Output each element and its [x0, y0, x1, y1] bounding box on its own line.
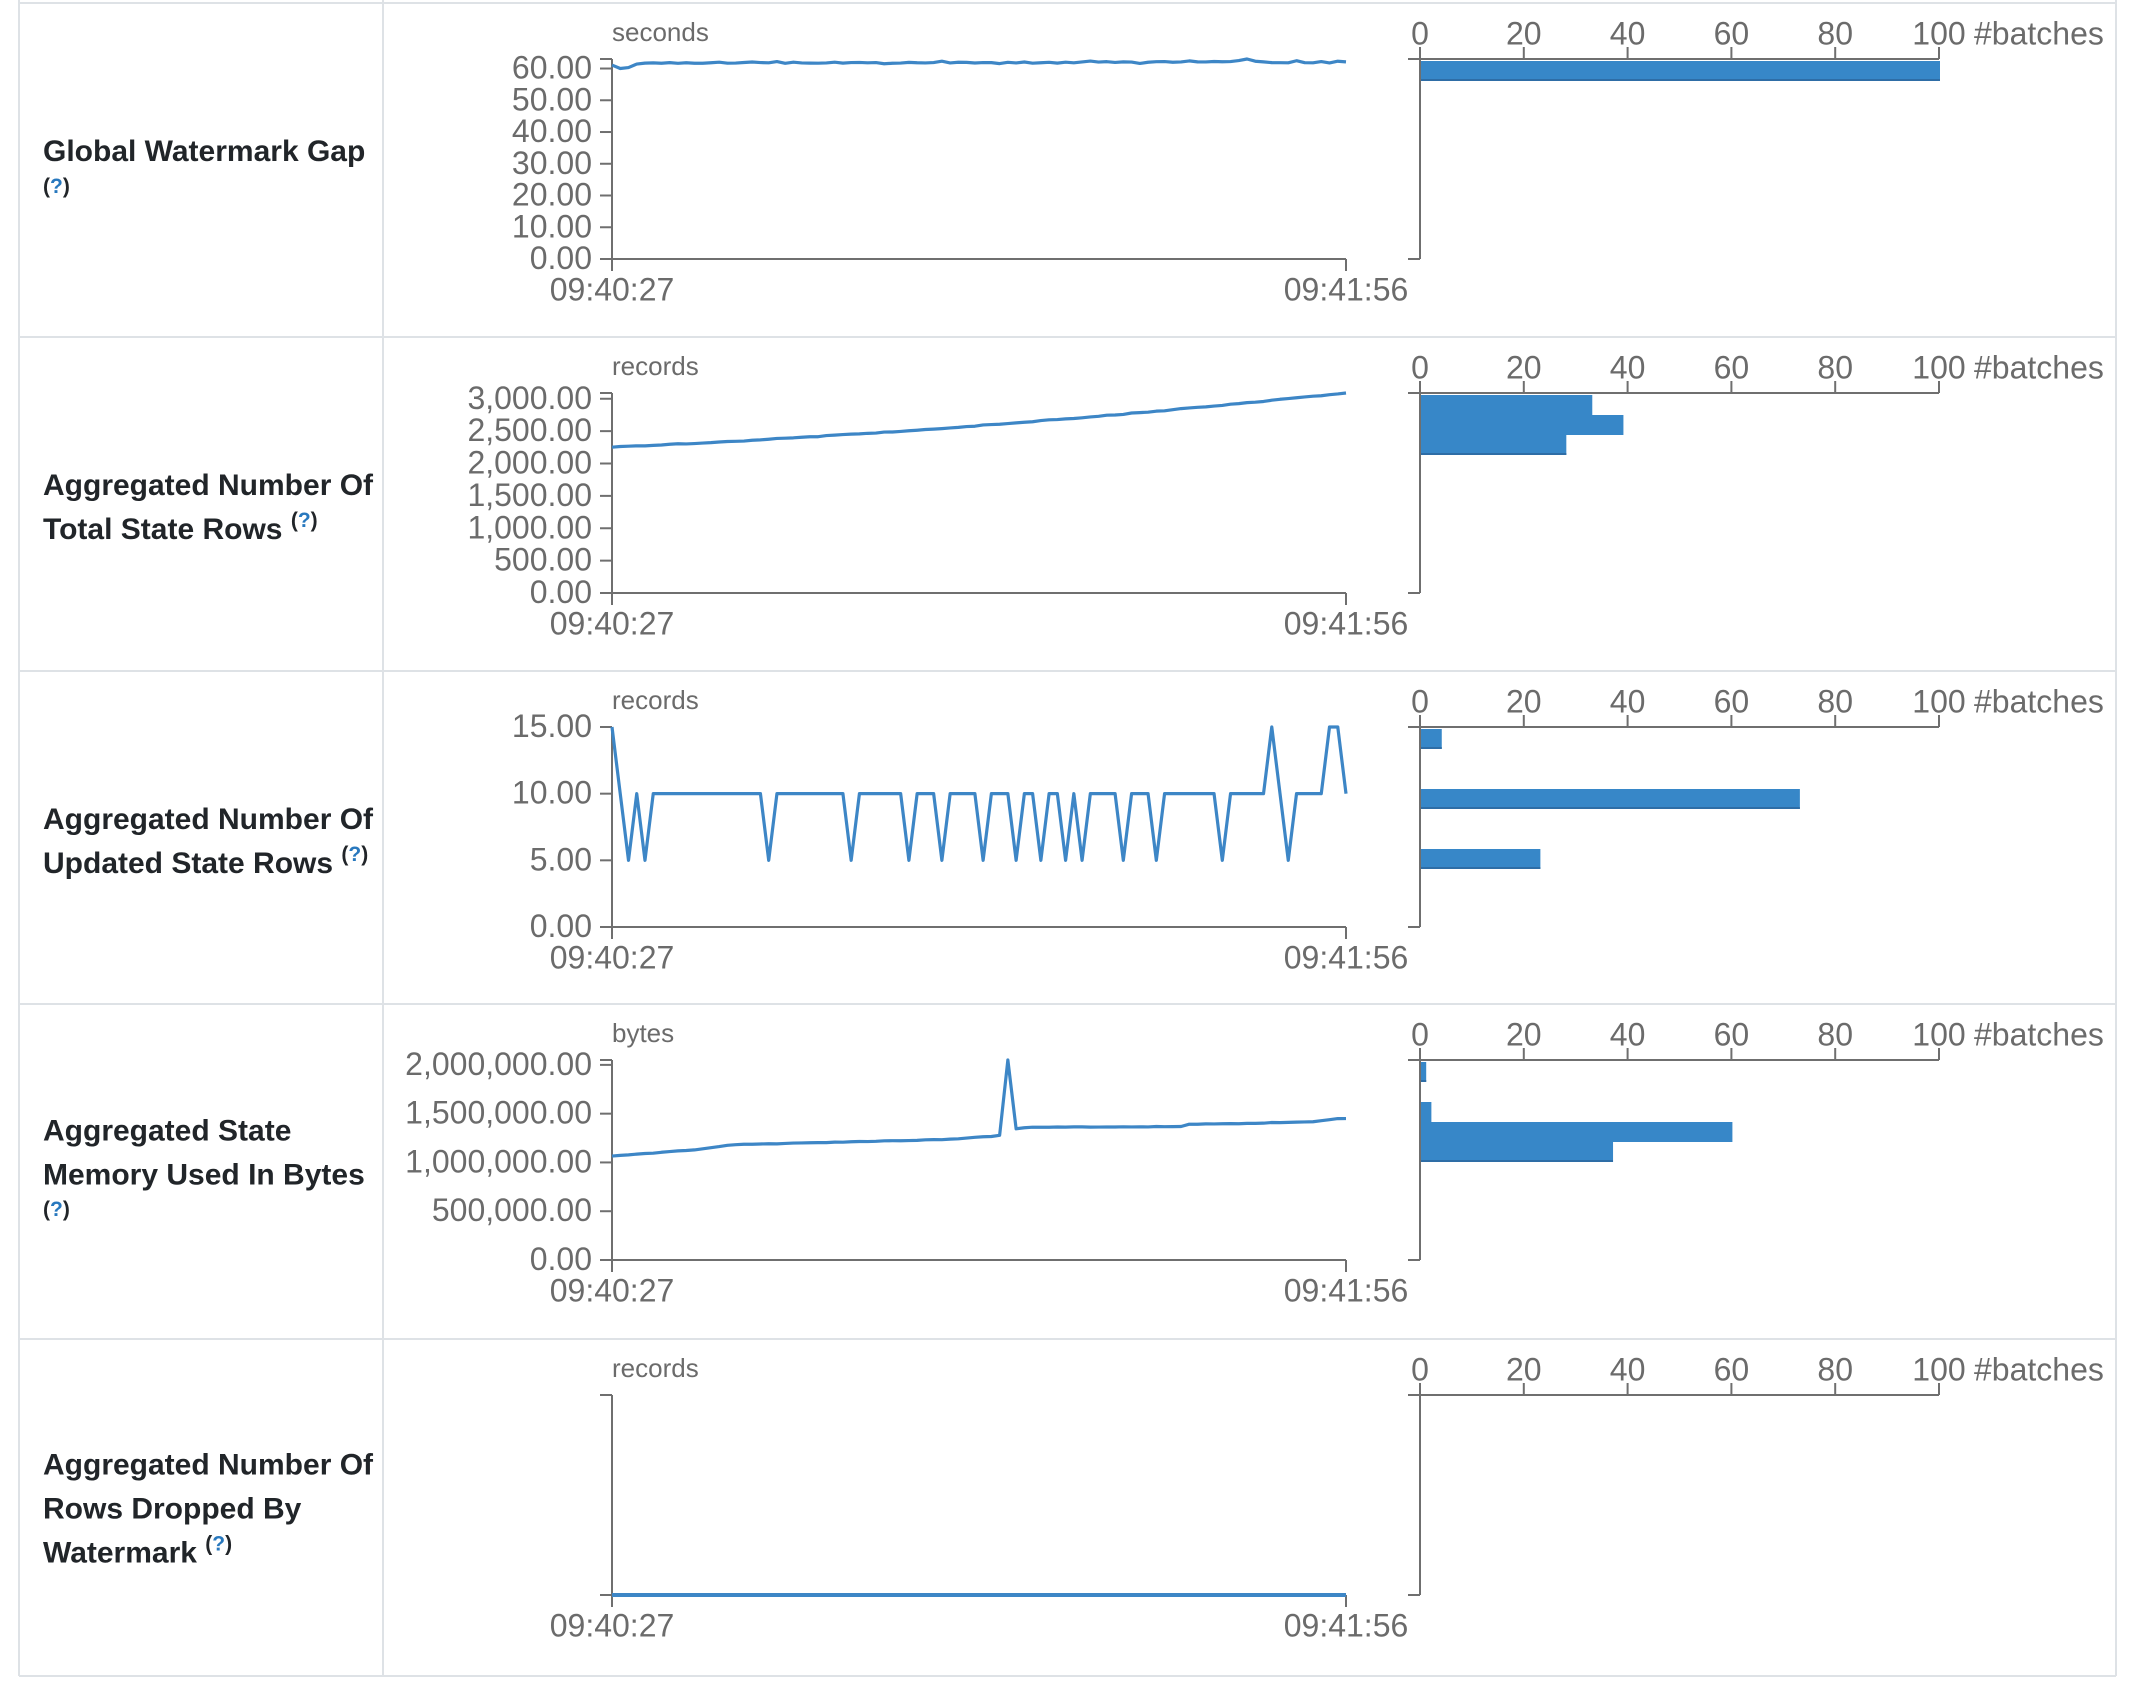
svg-text:0.00: 0.00	[530, 908, 592, 944]
svg-text:#batches: #batches	[1974, 684, 2104, 720]
svg-text:500.00: 500.00	[494, 542, 592, 578]
svg-text:10.00: 10.00	[512, 775, 592, 811]
svg-text:Aggregated Number Of: Aggregated Number Of	[43, 803, 374, 836]
svg-text:Updated State Rows (?): Updated State Rows (?)	[43, 843, 368, 880]
svg-text:40: 40	[1610, 350, 1646, 386]
svg-text:60: 60	[1714, 1017, 1750, 1053]
svg-text:0: 0	[1411, 16, 1429, 52]
svg-text:bytes: bytes	[612, 1018, 674, 1048]
svg-text:09:40:27: 09:40:27	[550, 1608, 675, 1644]
svg-text:80: 80	[1817, 1352, 1853, 1388]
svg-text:records: records	[612, 1353, 699, 1383]
svg-text:20.00: 20.00	[512, 177, 592, 213]
svg-text:40.00: 40.00	[512, 113, 592, 149]
svg-text:Aggregated State: Aggregated State	[43, 1114, 291, 1147]
svg-text:80: 80	[1817, 1017, 1853, 1053]
svg-text:#batches: #batches	[1974, 16, 2104, 52]
svg-text:09:41:56: 09:41:56	[1284, 1273, 1409, 1309]
svg-text:09:40:27: 09:40:27	[550, 272, 675, 308]
svg-text:0: 0	[1411, 684, 1429, 720]
svg-text:0.00: 0.00	[530, 240, 592, 276]
svg-text:100: 100	[1912, 684, 1965, 720]
svg-text:0: 0	[1411, 350, 1429, 386]
svg-text:seconds: seconds	[612, 17, 709, 47]
svg-text:60.00: 60.00	[512, 50, 592, 86]
svg-text:40: 40	[1610, 1352, 1646, 1388]
svg-text:40: 40	[1610, 16, 1646, 52]
svg-text:#batches: #batches	[1974, 1352, 2104, 1388]
svg-text:Global Watermark Gap: Global Watermark Gap	[43, 135, 365, 168]
svg-text:20: 20	[1506, 16, 1542, 52]
svg-text:09:40:27: 09:40:27	[550, 606, 675, 642]
svg-text:80: 80	[1817, 16, 1853, 52]
svg-text:1,500.00: 1,500.00	[467, 477, 592, 513]
svg-text:Total State Rows (?): Total State Rows (?)	[43, 509, 318, 546]
svg-text:09:40:27: 09:40:27	[550, 1273, 675, 1309]
svg-text:60: 60	[1714, 684, 1750, 720]
svg-text:09:41:56: 09:41:56	[1284, 606, 1409, 642]
svg-text:100: 100	[1912, 1017, 1965, 1053]
svg-text:Rows Dropped By: Rows Dropped By	[43, 1493, 302, 1526]
svg-text:40: 40	[1610, 1017, 1646, 1053]
svg-text:(?): (?)	[43, 175, 70, 198]
svg-text:#batches: #batches	[1974, 1017, 2104, 1053]
svg-text:20: 20	[1506, 684, 1542, 720]
svg-text:100: 100	[1912, 16, 1965, 52]
svg-text:09:41:56: 09:41:56	[1284, 1608, 1409, 1644]
svg-text:Watermark (?): Watermark (?)	[43, 1533, 232, 1570]
svg-text:80: 80	[1817, 350, 1853, 386]
svg-text:09:41:56: 09:41:56	[1284, 940, 1409, 976]
svg-text:60: 60	[1714, 16, 1750, 52]
svg-text:100: 100	[1912, 350, 1965, 386]
svg-text:0.00: 0.00	[530, 574, 592, 610]
svg-text:0: 0	[1411, 1017, 1429, 1053]
svg-text:0: 0	[1411, 1352, 1429, 1388]
svg-text:500,000.00: 500,000.00	[432, 1192, 592, 1228]
svg-text:Memory Used In Bytes: Memory Used In Bytes	[43, 1158, 365, 1191]
svg-text:(?): (?)	[43, 1198, 70, 1221]
svg-text:#batches: #batches	[1974, 350, 2104, 386]
svg-text:Aggregated Number Of: Aggregated Number Of	[43, 469, 374, 502]
svg-text:60: 60	[1714, 1352, 1750, 1388]
svg-text:15.00: 15.00	[512, 708, 592, 744]
svg-text:40: 40	[1610, 684, 1646, 720]
svg-text:20: 20	[1506, 1352, 1542, 1388]
svg-text:2,000,000.00: 2,000,000.00	[405, 1046, 592, 1082]
svg-text:30.00: 30.00	[512, 145, 592, 181]
svg-text:records: records	[612, 351, 699, 381]
svg-text:3,000.00: 3,000.00	[467, 380, 592, 416]
svg-text:60: 60	[1714, 350, 1750, 386]
svg-text:records: records	[612, 685, 699, 715]
svg-text:09:40:27: 09:40:27	[550, 940, 675, 976]
svg-text:1,000,000.00: 1,000,000.00	[405, 1143, 592, 1179]
svg-text:Aggregated Number Of: Aggregated Number Of	[43, 1449, 374, 1482]
svg-text:2,500.00: 2,500.00	[467, 412, 592, 448]
svg-text:50.00: 50.00	[512, 81, 592, 117]
svg-text:2,000.00: 2,000.00	[467, 445, 592, 481]
svg-text:1,000.00: 1,000.00	[467, 509, 592, 545]
svg-text:5.00: 5.00	[530, 841, 592, 877]
svg-text:100: 100	[1912, 1352, 1965, 1388]
svg-text:1,500,000.00: 1,500,000.00	[405, 1095, 592, 1131]
svg-text:20: 20	[1506, 1017, 1542, 1053]
svg-text:0.00: 0.00	[530, 1241, 592, 1277]
svg-text:80: 80	[1817, 684, 1853, 720]
svg-text:20: 20	[1506, 350, 1542, 386]
svg-text:09:41:56: 09:41:56	[1284, 272, 1409, 308]
svg-text:10.00: 10.00	[512, 208, 592, 244]
